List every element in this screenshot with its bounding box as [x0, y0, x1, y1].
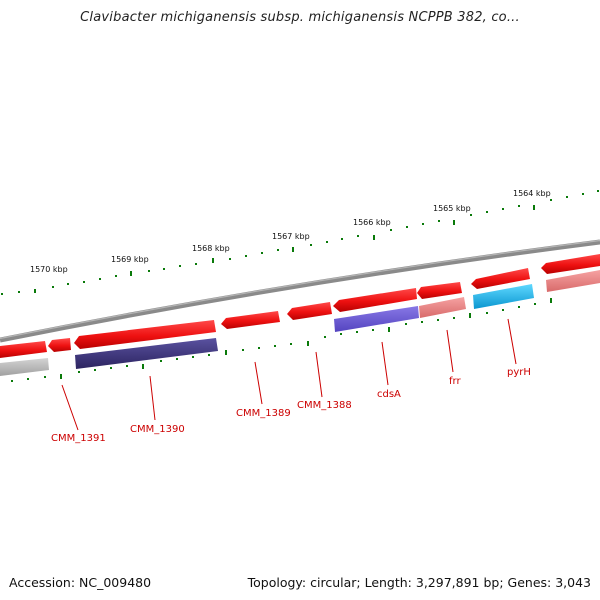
- gene-label-pyrh[interactable]: pyrH: [507, 367, 531, 378]
- gene-block-purple[interactable]: [334, 306, 419, 332]
- map-title: Clavibacter michiganensis subsp. michiga…: [80, 10, 520, 25]
- accession-label: Accession: NC_009480: [9, 575, 152, 590]
- gene-block-pink[interactable]: [419, 297, 466, 318]
- gene-arrow[interactable]: [541, 254, 600, 274]
- gene-label-cmm-1388[interactable]: CMM_1388: [297, 400, 352, 411]
- gene-arrow[interactable]: [287, 302, 332, 320]
- scale-label-1565: 1565 kbp: [433, 204, 471, 213]
- scale-label-1568: 1568 kbp: [192, 244, 230, 253]
- gene-arrow[interactable]: [48, 338, 71, 352]
- colored-gene-row[interactable]: [0, 270, 600, 376]
- gene-arrow[interactable]: [74, 320, 216, 349]
- scale-label-1564: 1564 kbp: [513, 189, 551, 198]
- scale-label-1566: 1566 kbp: [353, 218, 391, 227]
- genome-summary: Topology: circular; Length: 3,297,891 bp…: [247, 575, 591, 590]
- gene-label-cdsa[interactable]: cdsA: [377, 389, 401, 400]
- gene-arrow[interactable]: [0, 341, 47, 358]
- scale-label-1569: 1569 kbp: [111, 255, 149, 264]
- gene-block-gray[interactable]: [0, 358, 49, 376]
- gene-arrow[interactable]: [417, 282, 462, 299]
- gene-label-cmm-1391[interactable]: CMM_1391: [51, 433, 106, 444]
- gene-label-cmm-1389[interactable]: CMM_1389: [236, 408, 291, 419]
- gene-arrow[interactable]: [471, 268, 530, 289]
- gene-block-pink[interactable]: [546, 270, 600, 292]
- genome-backbone: [0, 239, 600, 343]
- outer-scale-ring: [1, 190, 599, 295]
- gene-block-navy[interactable]: [75, 338, 218, 369]
- gene-label-cmm-1390[interactable]: CMM_1390: [130, 424, 185, 435]
- inner-scale-ring: [11, 298, 552, 382]
- scale-label-1567: 1567 kbp: [272, 232, 310, 241]
- gene-label-frr[interactable]: frr: [449, 376, 461, 387]
- gene-arrow[interactable]: [333, 288, 417, 312]
- forward-strand-genes[interactable]: [0, 254, 600, 358]
- label-leader-lines: [61, 318, 517, 431]
- gene-block-cyan[interactable]: [473, 284, 534, 309]
- scale-label-1570: 1570 kbp: [30, 265, 68, 274]
- gene-arrow[interactable]: [221, 311, 280, 329]
